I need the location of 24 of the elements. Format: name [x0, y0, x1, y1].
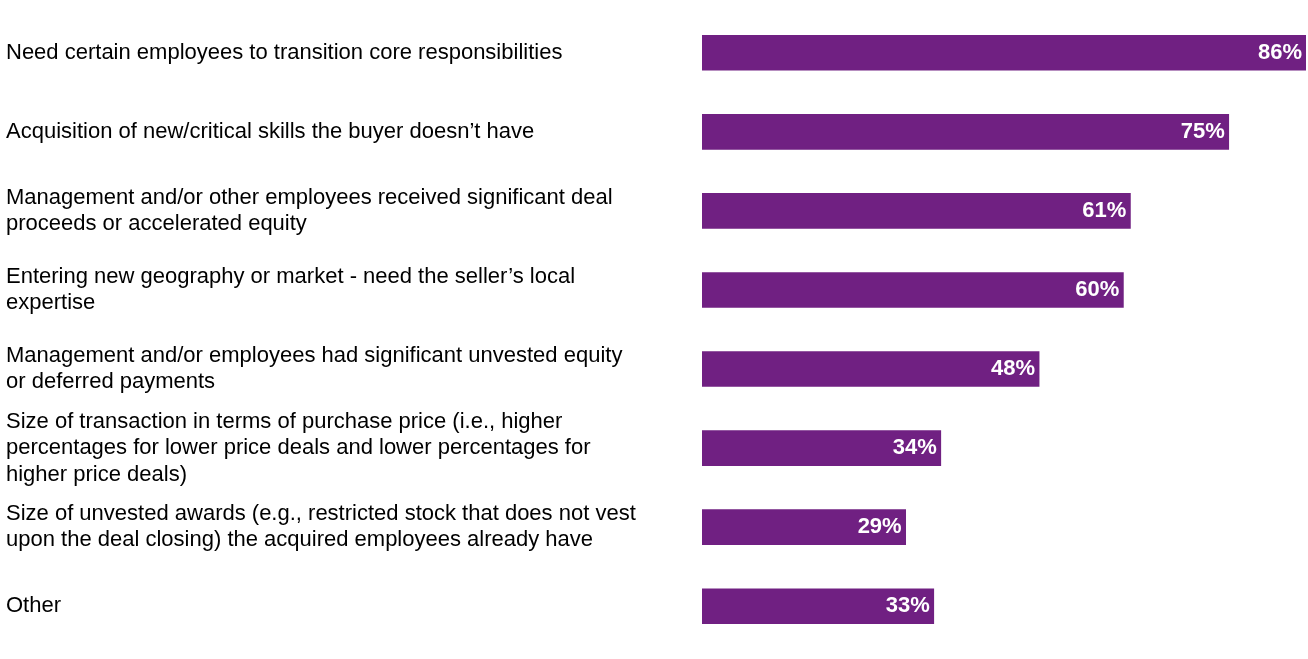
data-label: 60%	[1075, 276, 1120, 302]
data-label: 34%	[892, 434, 937, 460]
bar	[702, 272, 1124, 308]
bar	[702, 509, 906, 546]
bar	[702, 588, 935, 625]
bar	[702, 430, 942, 466]
y-tick-label: Other	[6, 592, 62, 618]
y-tick-label: Entering new geography or market - need the seller’s local expertise	[6, 262, 576, 315]
y-tick-label: Management and/or other employees received significant deal proceeds or accelerated equity	[6, 183, 613, 236]
y-tick-label: Size of unvested awards (e.g., restricted stock that does not vest upon the deal closing) the acquired employees already have	[6, 500, 636, 552]
data-label: 33%	[885, 592, 930, 618]
data-label: 61%	[1082, 196, 1127, 222]
y-tick-label: Acquisition of new/critical skills the buyer doesn’t have	[6, 117, 535, 143]
data-label: 29%	[857, 513, 902, 539]
data-label: 86%	[1257, 38, 1302, 64]
y-tick-label: Need certain employees to transition core responsibilities	[6, 38, 563, 64]
y-tick-label: Size of transaction in terms of purchase price (i.e., higher percentages for lower price deals and lower percentages for higher price deals)	[6, 407, 591, 486]
bar	[702, 351, 1040, 387]
data-label: 75%	[1180, 117, 1225, 143]
bar	[702, 34, 1306, 71]
bar	[702, 113, 1230, 150]
bar	[702, 193, 1131, 229]
y-tick-label: Management and/or employees had significant unvested equity or deferred payments	[6, 341, 623, 394]
data-label: 48%	[991, 355, 1036, 381]
